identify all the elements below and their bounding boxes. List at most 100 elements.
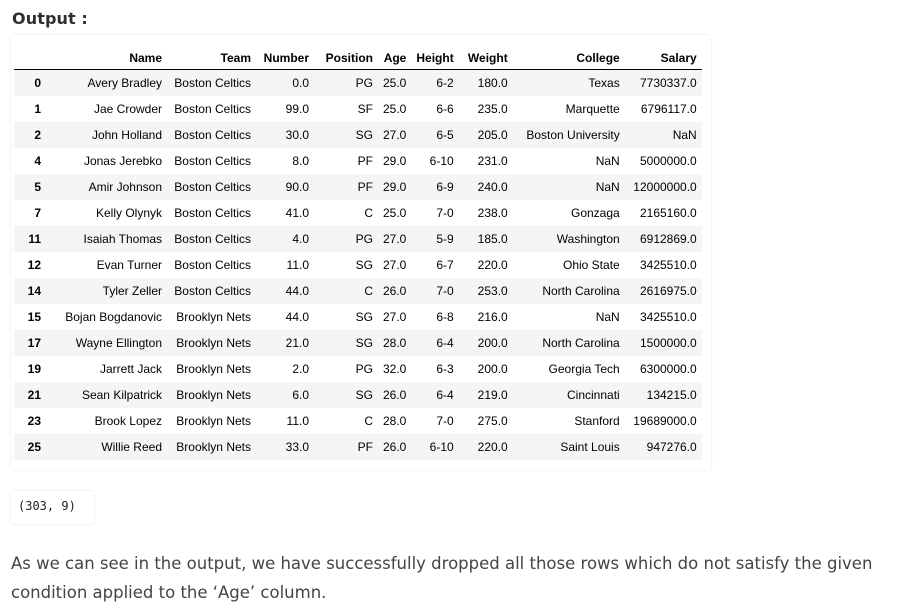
row-index: 14 xyxy=(27,284,41,298)
table-cell: Brook Lopez xyxy=(94,414,162,428)
table-cell: 5-9 xyxy=(436,232,454,246)
table-cell: 235.0 xyxy=(477,102,508,116)
table-cell: Jonas Jerebko xyxy=(83,154,162,168)
table-cell: 8.0 xyxy=(292,154,309,168)
table-row: 23 Brook Lopez Brooklyn Nets 11.0 C 28.0 7-0 27… xyxy=(14,408,702,434)
table-cell: 11.0 xyxy=(286,414,309,428)
table-cell: 27.0 xyxy=(383,232,407,246)
table-cell: Stanford xyxy=(574,414,620,428)
table-cell: 947276.0 xyxy=(646,440,697,454)
table-cell: 90.0 xyxy=(285,180,309,194)
table-cell: Ohio State xyxy=(563,258,620,272)
table-cell: NaN xyxy=(672,128,697,142)
table-cell: PF xyxy=(357,180,373,194)
table-cell: Sean Kilpatrick xyxy=(81,388,162,402)
table-cell: North Carolina xyxy=(542,284,620,298)
table-cell: 26.0 xyxy=(383,388,407,402)
table-cell: Brooklyn Nets xyxy=(176,414,251,428)
column-header: Height xyxy=(411,46,459,70)
table-row: 25 Willie Reed Brooklyn Nets 33.0 PF 26.0 6-10… xyxy=(14,434,702,460)
table-cell: 12000000.0 xyxy=(633,180,697,194)
table-cell: Brooklyn Nets xyxy=(176,440,251,454)
row-index: 17 xyxy=(27,336,41,350)
table-cell: NaN xyxy=(595,310,620,324)
table-cell: Isaiah Thomas xyxy=(83,232,163,246)
shape-output: (303, 9) xyxy=(11,491,94,524)
table-cell: 27.0 xyxy=(383,310,407,324)
explanation-paragraph: As we can see in the output, we have suc… xyxy=(11,554,873,602)
table-cell: Kelly Olynyk xyxy=(95,206,162,220)
table-cell: PG xyxy=(355,76,373,90)
table-cell: 19689000.0 xyxy=(633,414,697,428)
table-cell: SG xyxy=(355,258,373,272)
table-cell: C xyxy=(364,206,373,220)
table-row: 0 Avery Bradley Boston Celtics 0.0 PG 25.0 6-2… xyxy=(14,69,702,96)
table-cell: 32.0 xyxy=(383,362,407,376)
table-cell: 2.0 xyxy=(292,362,309,376)
table-cell: SG xyxy=(355,336,373,350)
table-cell: 6-3 xyxy=(436,362,454,376)
output-heading: Output : xyxy=(12,9,88,28)
table-cell: 26.0 xyxy=(383,440,407,454)
table-row: 7 Kelly Olynyk Boston Celtics 41.0 C 25.0 7-0 2… xyxy=(14,200,702,226)
table-cell: Wayne Ellington xyxy=(75,336,162,350)
column-header: Number xyxy=(256,46,314,70)
table-cell: 216.0 xyxy=(477,310,508,324)
table-cell: 6-5 xyxy=(436,128,454,142)
row-index: 4 xyxy=(34,154,41,168)
table-cell: Boston Celtics xyxy=(174,128,251,142)
table-cell: 6-8 xyxy=(436,310,454,324)
table-cell: 26.0 xyxy=(383,284,407,298)
column-header: College xyxy=(512,46,625,70)
row-index: 12 xyxy=(27,258,41,272)
table-row: 5 Amir Johnson Boston Celtics 90.0 PF 29.0 6-9… xyxy=(14,174,702,200)
table-cell: C xyxy=(364,284,373,298)
table-cell: SG xyxy=(355,388,373,402)
table-cell: 27.0 xyxy=(383,258,407,272)
table-cell: 29.0 xyxy=(383,154,407,168)
table-cell: 25.0 xyxy=(383,76,407,90)
table-cell: 41.0 xyxy=(285,206,309,220)
table-cell: Boston Celtics xyxy=(174,284,251,298)
row-index: 5 xyxy=(34,180,41,194)
table-cell: Brooklyn Nets xyxy=(176,362,251,376)
table-cell: 220.0 xyxy=(477,440,508,454)
table-cell: 33.0 xyxy=(285,440,309,454)
table-cell: 6-6 xyxy=(436,102,454,116)
table-cell: 28.0 xyxy=(383,414,407,428)
index-header xyxy=(14,46,46,70)
table-cell: 6796117.0 xyxy=(640,102,697,116)
table-cell: 6-2 xyxy=(436,76,454,90)
column-header: Weight xyxy=(458,46,513,70)
table-cell: 205.0 xyxy=(477,128,508,142)
table-cell: 200.0 xyxy=(477,362,508,376)
table-cell: 6-4 xyxy=(436,336,454,350)
table-cell: PG xyxy=(355,232,373,246)
column-header: Salary xyxy=(624,46,702,70)
table-cell: 231.0 xyxy=(477,154,508,168)
table-row: 19 Jarrett Jack Brooklyn Nets 2.0 PG 32.0 6-3 2… xyxy=(14,356,702,382)
table-cell: Boston Celtics xyxy=(174,102,251,116)
shape-output-text: (303, 9) xyxy=(18,499,76,513)
table-cell: 3425510.0 xyxy=(639,310,697,324)
table-cell: Brooklyn Nets xyxy=(176,388,251,402)
table-cell: SG xyxy=(355,310,373,324)
table-cell: 5000000.0 xyxy=(639,154,697,168)
table-cell: Marquette xyxy=(565,102,620,116)
table-row: 12 Evan Turner Boston Celtics 11.0 SG 27.0 6-7… xyxy=(14,252,702,278)
table-cell: John Holland xyxy=(91,128,162,142)
table-cell: 0.0 xyxy=(292,76,309,90)
table-cell: 134215.0 xyxy=(646,388,697,402)
table-cell: PF xyxy=(357,154,373,168)
table-cell: Jarrett Jack xyxy=(99,362,162,376)
table-cell: 27.0 xyxy=(383,128,407,142)
row-index: 1 xyxy=(34,102,41,116)
table-cell: 219.0 xyxy=(477,388,508,402)
table-cell: 29.0 xyxy=(383,180,407,194)
row-index: 21 xyxy=(27,388,41,402)
table-cell: 180.0 xyxy=(477,76,508,90)
table-cell: 1500000.0 xyxy=(639,336,697,350)
table-cell: Gonzaga xyxy=(571,206,620,220)
table-cell: 25.0 xyxy=(383,102,407,116)
table-row: 2 John Holland Boston Celtics 30.0 SG 27.0 6-5… xyxy=(14,122,702,148)
